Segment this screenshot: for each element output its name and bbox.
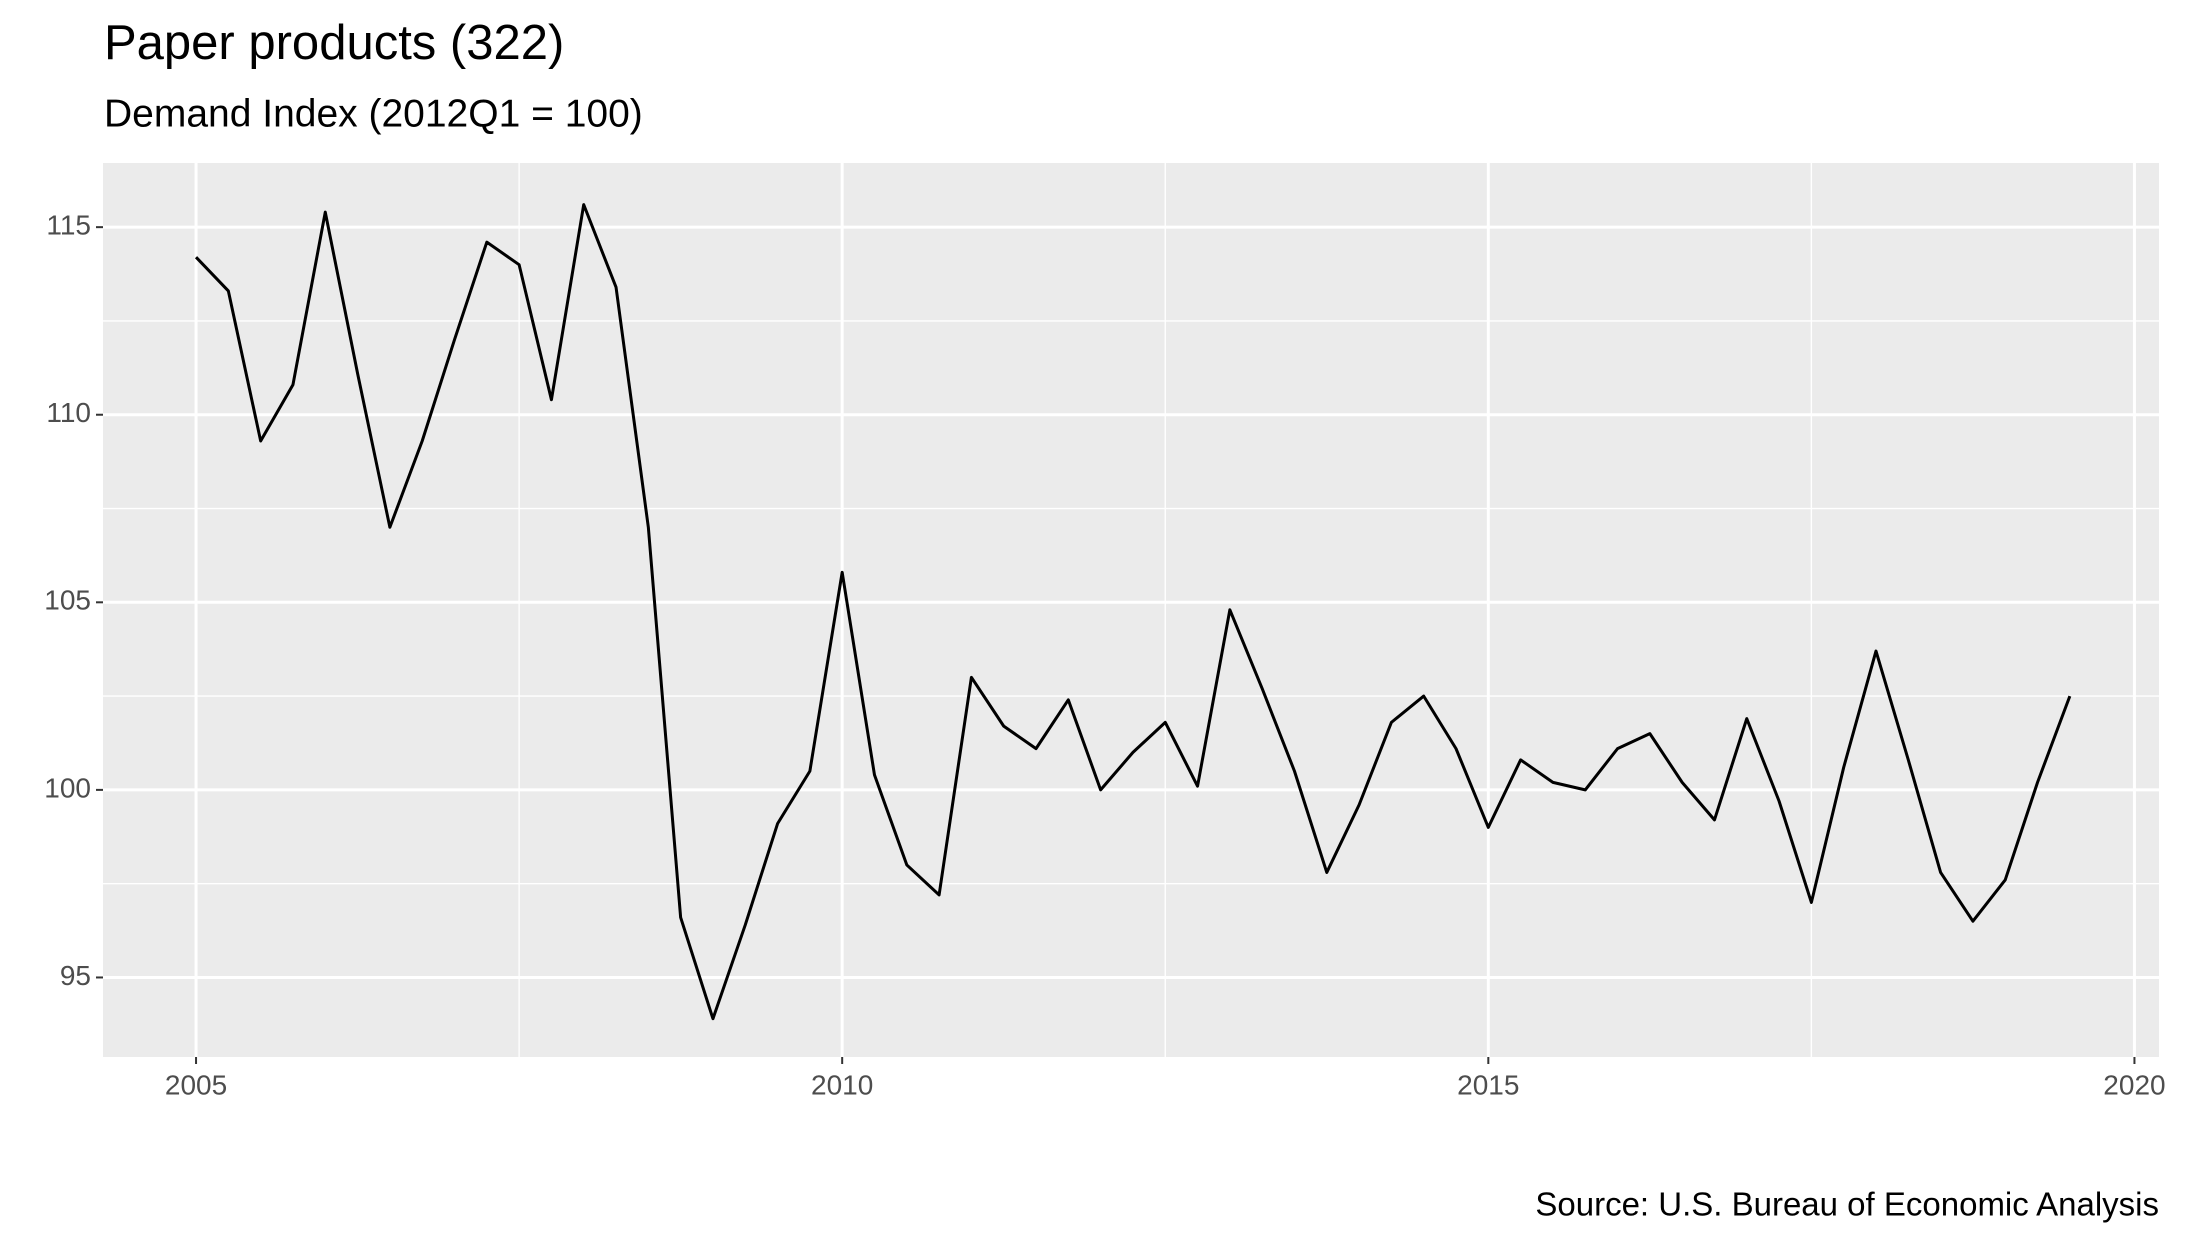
x-tick-label: 2010: [811, 1069, 873, 1100]
caption: Source: U.S. Bureau of Economic Analysis: [1535, 1186, 2159, 1223]
x-tick-label: 2005: [165, 1069, 227, 1100]
y-tick-label: 115: [46, 210, 91, 241]
y-tick-label: 110: [46, 397, 91, 428]
y-tick-label: 95: [60, 960, 91, 991]
chart-title: Paper products (322): [104, 16, 564, 70]
x-tick-label: 2020: [2103, 1069, 2165, 1100]
plot-panel: [103, 163, 2159, 1057]
chart-subtitle: Demand Index (2012Q1 = 100): [104, 92, 643, 135]
x-tick-label: 2015: [1457, 1069, 1519, 1100]
y-tick-label: 105: [44, 585, 91, 616]
y-tick-label: 100: [44, 772, 91, 803]
data-line: [194, 203, 2072, 1021]
